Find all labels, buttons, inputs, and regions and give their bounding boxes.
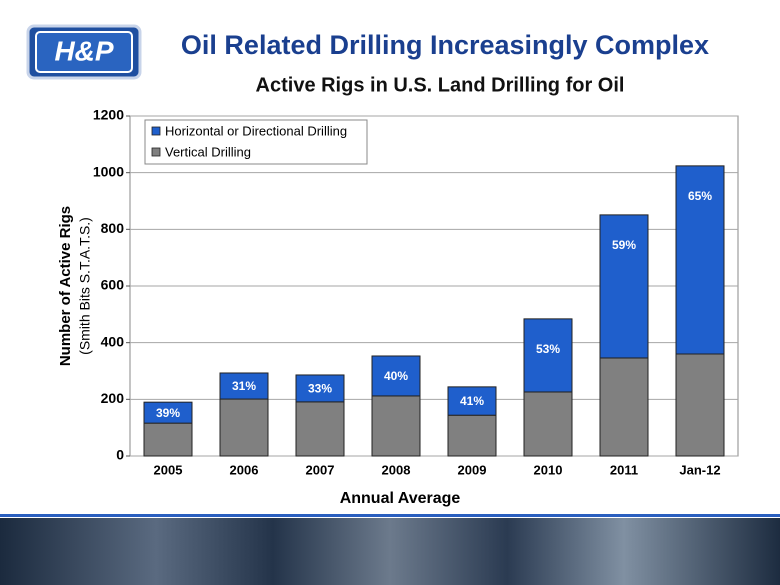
y-axis-label: (Smith Bits S.T.A.T.S.)	[77, 217, 93, 355]
x-tick-label: 2011	[610, 462, 638, 477]
y-axis-label: Number of Active Rigs	[57, 206, 74, 366]
share-label: 65%	[688, 189, 712, 203]
bar-segment	[447, 386, 497, 416]
share-label: 41%	[460, 394, 484, 408]
bar-segment	[371, 395, 421, 457]
legend-swatch	[151, 126, 161, 136]
chart-title: Oil Related Drilling Increasingly Comple…	[181, 30, 709, 60]
bar-segment	[295, 374, 345, 403]
bar-segment	[675, 353, 725, 457]
chart-subtitle: Active Rigs in U.S. Land Drilling for Oi…	[256, 74, 625, 96]
x-tick-label: 2006	[230, 462, 259, 477]
y-tick-label: 0	[116, 447, 124, 463]
photo-strip	[0, 518, 780, 585]
bar-segment	[371, 355, 421, 397]
share-label: 39%	[156, 406, 180, 420]
share-label: 59%	[612, 238, 636, 252]
x-tick-label: 2005	[154, 462, 183, 477]
legend-box	[144, 119, 368, 165]
bar-segment	[143, 422, 193, 457]
x-tick-label: 2009	[458, 462, 487, 477]
y-tick-label: 400	[101, 333, 125, 349]
bar-segment	[599, 214, 649, 359]
logo-text: H&P	[54, 35, 113, 66]
bar-segment	[523, 391, 573, 457]
legend-swatch	[151, 147, 161, 157]
x-axis-label: Annual Average	[340, 490, 461, 507]
bar-segment	[599, 357, 649, 457]
y-tick-label: 1200	[93, 107, 124, 123]
legend-label: Vertical Drilling	[165, 144, 251, 159]
x-tick-label: 2010	[534, 462, 563, 477]
y-tick-label: 600	[101, 277, 125, 293]
y-tick-label: 800	[101, 220, 125, 236]
x-tick-label: 2007	[306, 462, 335, 477]
bar-segment	[295, 401, 345, 457]
y-tick-label: 200	[101, 390, 125, 406]
bar-segment	[447, 414, 497, 457]
x-tick-label: Jan-12	[679, 462, 720, 477]
x-tick-label: 2008	[382, 462, 411, 477]
bar-segment	[219, 372, 269, 400]
bar-segment	[219, 398, 269, 457]
y-tick-label: 1000	[93, 163, 124, 179]
share-label: 31%	[232, 379, 256, 393]
legend-label: Horizontal or Directional Drilling	[165, 123, 347, 138]
divider	[0, 514, 780, 517]
share-label: 40%	[384, 369, 408, 383]
share-label: 53%	[536, 342, 560, 356]
bar-segment	[143, 401, 193, 424]
bar-segment	[523, 318, 573, 393]
bar-segment	[675, 165, 725, 355]
logo: H&P	[26, 24, 142, 80]
share-label: 33%	[308, 382, 332, 396]
